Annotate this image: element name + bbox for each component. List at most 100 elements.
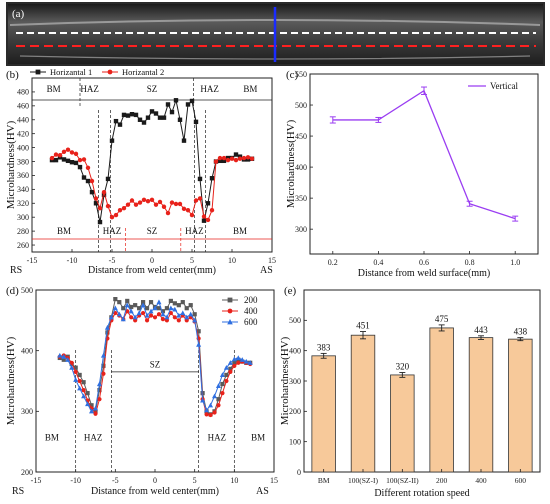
- data-point: [77, 164, 83, 170]
- bar: [311, 355, 336, 473]
- data-point: [61, 149, 67, 154]
- region-label-bottom: BM: [233, 226, 247, 236]
- x-tick-label: -5: [109, 256, 116, 265]
- data-point: [220, 381, 225, 387]
- bar-value-label: 475: [435, 314, 449, 324]
- region-label: BM: [251, 432, 265, 442]
- bar-value-label: 438: [514, 327, 528, 337]
- data-point: [233, 152, 239, 157]
- data-point: [101, 371, 106, 376]
- y-tick-label: 400: [295, 163, 307, 172]
- data-point: [117, 300, 122, 305]
- data-point: [73, 151, 79, 157]
- x-tick-label: -5: [112, 476, 119, 485]
- y-tick-label: 280: [17, 227, 29, 236]
- bar: [508, 338, 533, 473]
- data-point: [157, 199, 163, 205]
- data-point: [101, 189, 107, 195]
- data-point: [133, 112, 139, 118]
- data-point: [121, 112, 127, 118]
- data-point: [148, 300, 154, 305]
- legend-label: 600: [244, 317, 258, 327]
- data-point: [209, 176, 215, 181]
- data-point: [172, 306, 178, 312]
- data-point: [213, 159, 219, 164]
- data-point: [81, 175, 87, 180]
- data-point: [204, 407, 210, 413]
- data-point: [132, 314, 138, 320]
- data-point: [77, 385, 83, 391]
- x-tick-label: 100(SZ-I): [348, 476, 378, 485]
- plot-frame: [303, 289, 541, 473]
- data-point: [192, 317, 198, 323]
- data-point: [233, 157, 239, 163]
- data-point: [89, 189, 95, 195]
- chart-e: 0 100 200 300 400 500 383 BM 451 100(SZ-I) 320 100(…: [279, 285, 541, 499]
- data-point: [212, 410, 217, 415]
- data-point: [137, 117, 143, 122]
- data-point: [184, 314, 190, 320]
- data-point: [172, 315, 177, 320]
- x-tick-label: -10: [70, 476, 81, 485]
- data-point: [200, 397, 206, 403]
- plot-frame: [309, 73, 539, 255]
- x-tick-label: 0: [153, 476, 157, 485]
- data-point: [105, 176, 111, 182]
- y-axis-label: Microhardness(HV): [5, 120, 17, 209]
- chart-c: 0.2 0.4 0.6 0.8 1.0 300 350 400 450 500 550 Vertica…: [285, 69, 539, 279]
- data-point: [109, 138, 115, 143]
- x-tick-label: 10: [230, 476, 238, 485]
- y-axis-label: Microhardness(HV): [279, 336, 291, 425]
- bar-value-label: 383: [317, 342, 331, 352]
- data-point: [221, 158, 227, 164]
- corner-label-as: AS: [260, 265, 273, 276]
- data-point: [176, 303, 181, 308]
- data-point: [112, 305, 118, 311]
- y-axis-label: Microhardness(HV): [285, 119, 297, 208]
- data-point: [109, 215, 115, 220]
- region-label-bottom: BM: [57, 226, 71, 236]
- data-point: [136, 310, 142, 316]
- data-point: [69, 150, 75, 155]
- y-tick-label: 500: [295, 101, 307, 110]
- data-point: [243, 358, 249, 364]
- data-point: [121, 306, 126, 311]
- data-point: [133, 303, 138, 308]
- data-point: [133, 202, 139, 207]
- y-tick-label: 420: [17, 129, 29, 138]
- bar: [390, 374, 415, 473]
- data-point: [120, 316, 126, 322]
- x-axis-label: Different rotation speed: [374, 488, 469, 499]
- data-point: [117, 122, 123, 127]
- panel-label-b: (b): [6, 69, 19, 81]
- data-point: [81, 388, 86, 393]
- legend-marker: [227, 319, 233, 325]
- data-point: [245, 155, 251, 160]
- data-point: [188, 311, 194, 317]
- region-label-bottom: HAZ: [103, 226, 122, 236]
- data-point: [53, 157, 59, 163]
- data-point: [96, 381, 102, 387]
- legend-marker: [107, 69, 113, 75]
- legend: Horizantal 1 Horizantal 2: [30, 67, 164, 77]
- data-point: [219, 372, 225, 378]
- data-point: [165, 210, 171, 216]
- data-point: [165, 102, 171, 107]
- data-point: [148, 308, 154, 314]
- y-tick-label: 0: [297, 468, 301, 477]
- x-axis-label: Distance from weld surface(mm): [358, 268, 490, 279]
- data-point: [129, 315, 134, 320]
- legend-marker: [227, 308, 233, 314]
- chart-b: -15 -10 -5 0 5 10 15 260 280 300 320 340 360 380 400 42…: [5, 67, 276, 276]
- data-point: [181, 206, 187, 212]
- data-point: [129, 198, 135, 203]
- data-point: [160, 309, 166, 314]
- region-label-top: HAZ: [200, 84, 219, 94]
- data-point: [101, 192, 107, 198]
- data-point: [225, 157, 231, 163]
- x-tick-label: 400: [475, 476, 487, 485]
- data-point: [77, 157, 83, 163]
- data-point: [201, 218, 207, 223]
- data-point: [192, 312, 197, 317]
